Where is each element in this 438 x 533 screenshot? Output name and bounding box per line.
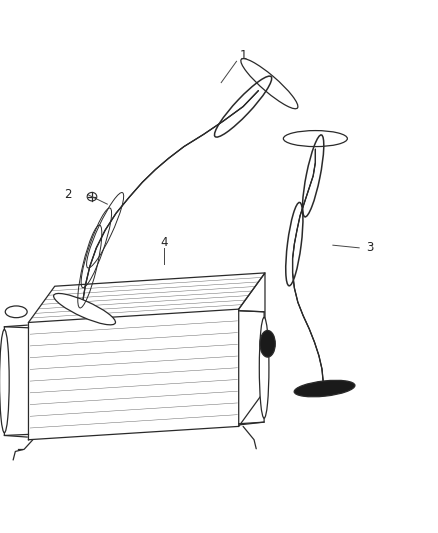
- Ellipse shape: [294, 381, 355, 397]
- Text: 2: 2: [64, 188, 72, 201]
- Text: 4: 4: [160, 236, 168, 249]
- Ellipse shape: [0, 329, 9, 433]
- Ellipse shape: [5, 306, 27, 318]
- Text: 1: 1: [239, 50, 247, 62]
- Ellipse shape: [260, 330, 276, 357]
- Ellipse shape: [259, 317, 269, 418]
- Ellipse shape: [53, 294, 116, 325]
- Ellipse shape: [241, 59, 298, 109]
- Text: 3: 3: [367, 241, 374, 254]
- Ellipse shape: [283, 131, 347, 147]
